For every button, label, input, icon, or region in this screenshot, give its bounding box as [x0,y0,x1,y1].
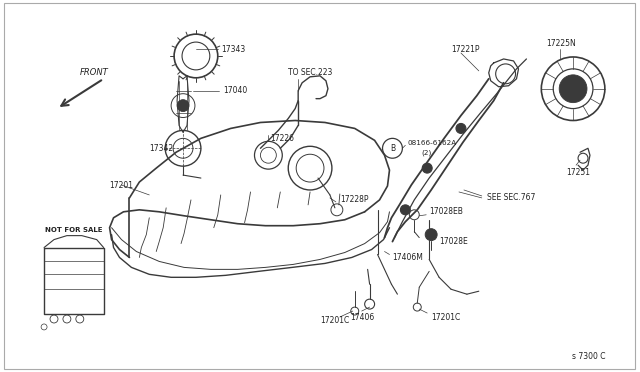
Circle shape [456,124,466,134]
Text: 17040: 17040 [223,86,247,95]
Text: 17406M: 17406M [392,253,423,262]
Text: 08166-6162A: 08166-6162A [407,140,456,146]
Text: TO SEC.223: TO SEC.223 [288,68,333,77]
Text: 17342: 17342 [149,144,173,153]
Text: 17343: 17343 [221,45,245,54]
Text: 17225N: 17225N [547,39,576,48]
Text: 17221P: 17221P [451,45,479,54]
Text: s 7300 C: s 7300 C [572,352,606,361]
Text: FRONT: FRONT [79,68,108,77]
Text: NOT FOR SALE: NOT FOR SALE [45,227,102,232]
Text: 17251: 17251 [566,168,590,177]
Circle shape [559,75,587,103]
Circle shape [422,163,432,173]
Text: 17201: 17201 [109,180,134,189]
Circle shape [177,100,189,112]
Text: 17226: 17226 [270,134,294,143]
Text: 17028E: 17028E [439,237,468,246]
Circle shape [401,205,410,215]
Text: 17228P: 17228P [340,195,369,204]
Circle shape [425,229,437,241]
Text: 17406: 17406 [350,312,374,321]
Text: 17201C: 17201C [320,317,349,326]
Text: 17201C: 17201C [431,312,460,321]
Text: (2): (2) [421,150,431,157]
Text: SEE SEC.767: SEE SEC.767 [487,193,535,202]
Text: B: B [390,144,395,153]
Text: 17028EB: 17028EB [429,207,463,216]
